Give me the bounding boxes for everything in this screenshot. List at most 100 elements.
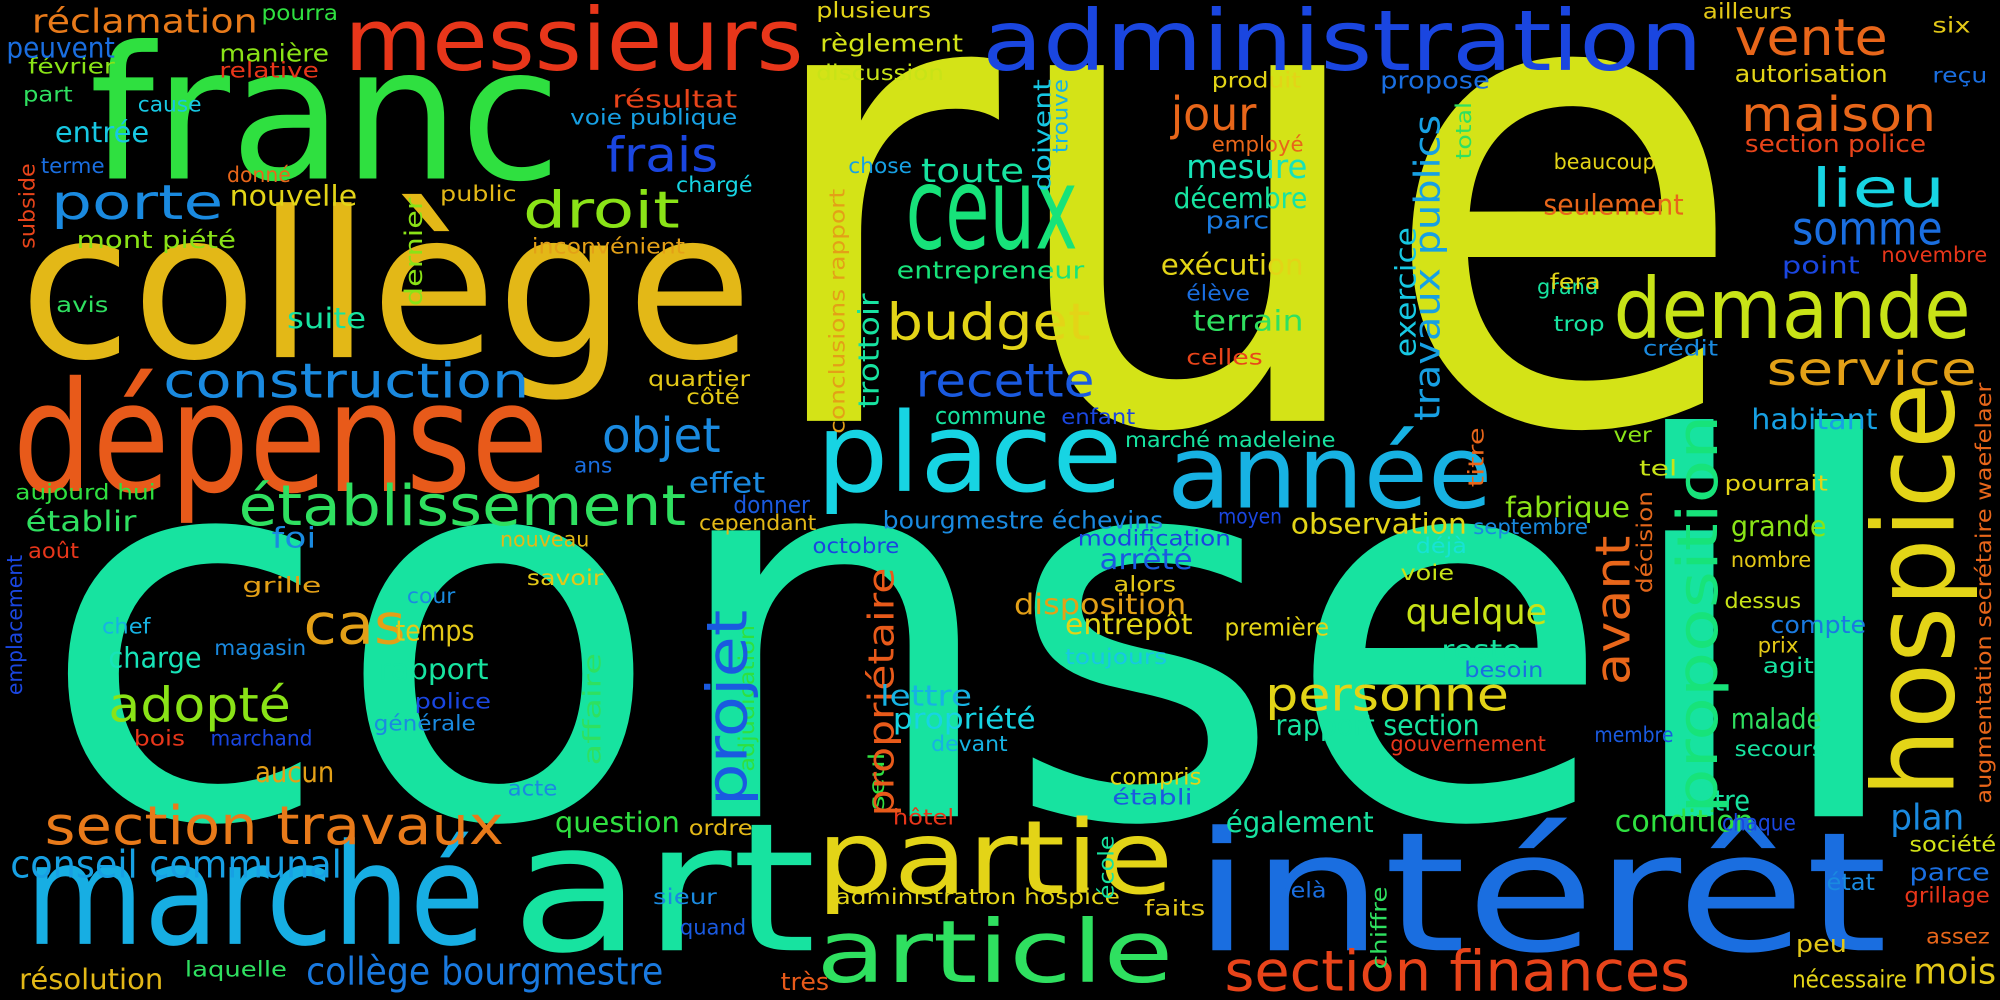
word: dernier [400, 198, 428, 306]
word: bois [134, 727, 185, 752]
word: emplacement [3, 555, 28, 695]
word: élève [1186, 282, 1250, 307]
word: collège bourgmestre [306, 950, 663, 995]
word: habitant [1751, 403, 1877, 436]
word: avis [56, 293, 108, 318]
word: grande [1731, 510, 1827, 543]
word: delà [1276, 878, 1327, 903]
word: ver [1614, 423, 1652, 448]
word: nécessaire [1792, 966, 1907, 994]
word: aujourd hui [15, 481, 155, 506]
word: compte [1770, 611, 1866, 639]
word: disposition [1014, 588, 1186, 621]
word: agit [1763, 654, 1814, 679]
word: marché madeleine [1125, 428, 1335, 453]
word: adjudication [735, 625, 760, 772]
word: parc [1205, 207, 1269, 235]
word: plusieurs [816, 0, 931, 23]
word: somme [1792, 202, 1943, 256]
word: voie publique [570, 106, 737, 131]
word: donné [227, 163, 291, 188]
word: conclusions rapport [826, 189, 851, 434]
word: gouvernement [1390, 732, 1546, 757]
word: vente [1735, 9, 1888, 68]
word: acte [508, 776, 558, 801]
word: grand [1537, 275, 1598, 300]
word: ordre [689, 816, 753, 841]
word: cependant [699, 511, 816, 536]
word: seulement [1543, 189, 1683, 222]
word: construction [163, 353, 529, 409]
word: porte [51, 175, 223, 231]
word: fera [1550, 270, 1601, 295]
word: trouve [1049, 79, 1074, 153]
word: avant [1585, 536, 1641, 685]
word: cas [304, 593, 406, 658]
word: police [415, 690, 492, 715]
word: fabrique [1505, 491, 1630, 524]
word: six [1932, 14, 1970, 39]
word: réclamation [32, 2, 258, 41]
word: lieu [1811, 156, 1945, 219]
word: novembre [1881, 243, 1987, 268]
word: peuvent [6, 32, 114, 65]
word: entrepreneur [897, 256, 1085, 284]
word: doivent [1029, 79, 1057, 191]
word: rue [753, 0, 1748, 575]
word: toujours [1065, 645, 1167, 670]
word: règlement [820, 29, 963, 57]
word: temps [395, 615, 474, 648]
word: enfant [1061, 405, 1135, 430]
word: marché [26, 815, 485, 978]
word: ceux [906, 143, 1078, 277]
word: modification [1078, 526, 1231, 551]
word: trottoir [852, 293, 885, 408]
word: chiffre [1368, 886, 1393, 969]
word: part [23, 83, 73, 108]
word: entrepôt [1065, 608, 1193, 641]
word: terrain [1193, 305, 1304, 338]
word: section finances [1224, 939, 1690, 1000]
word: question [555, 806, 680, 839]
word: très [781, 968, 829, 996]
word: première [1224, 614, 1329, 642]
word: parce [1909, 858, 1989, 886]
word: section police [1745, 130, 1926, 158]
word: mesure [1186, 147, 1307, 186]
word: voie [1401, 561, 1455, 586]
word: établissement [239, 474, 687, 539]
word: proposition [1666, 415, 1731, 814]
word: objet [602, 408, 721, 464]
word: savoir [527, 566, 604, 591]
word: droit [523, 181, 680, 240]
word: aucun [255, 756, 334, 789]
word: hôtel [893, 806, 954, 831]
word: assez [1926, 924, 1990, 949]
word: charge [108, 641, 201, 674]
word: tel [1639, 456, 1677, 481]
word: adopté [108, 677, 290, 733]
word: manière [219, 40, 329, 68]
word: discussion [816, 61, 944, 86]
word: observation [1291, 507, 1467, 540]
word: nombre [1731, 548, 1811, 573]
word: art [510, 785, 816, 993]
word: franc [89, 7, 561, 223]
word: mètre [1673, 784, 1750, 817]
word: moyen [1218, 505, 1282, 530]
word: nouvelle [230, 180, 358, 213]
word: place [816, 389, 1122, 517]
word: autorisation [1735, 60, 1888, 88]
word: rapport [379, 653, 489, 686]
word: donner [733, 491, 810, 519]
word: public [440, 182, 517, 207]
word: cour [407, 584, 456, 609]
word: marchand [210, 727, 312, 752]
word: administration hospice [835, 885, 1119, 910]
word: chaque [1722, 810, 1796, 836]
word: seul [865, 753, 890, 810]
word: quelque [1406, 592, 1548, 633]
word: membre [1594, 723, 1673, 748]
word: propriétaire [861, 568, 902, 817]
